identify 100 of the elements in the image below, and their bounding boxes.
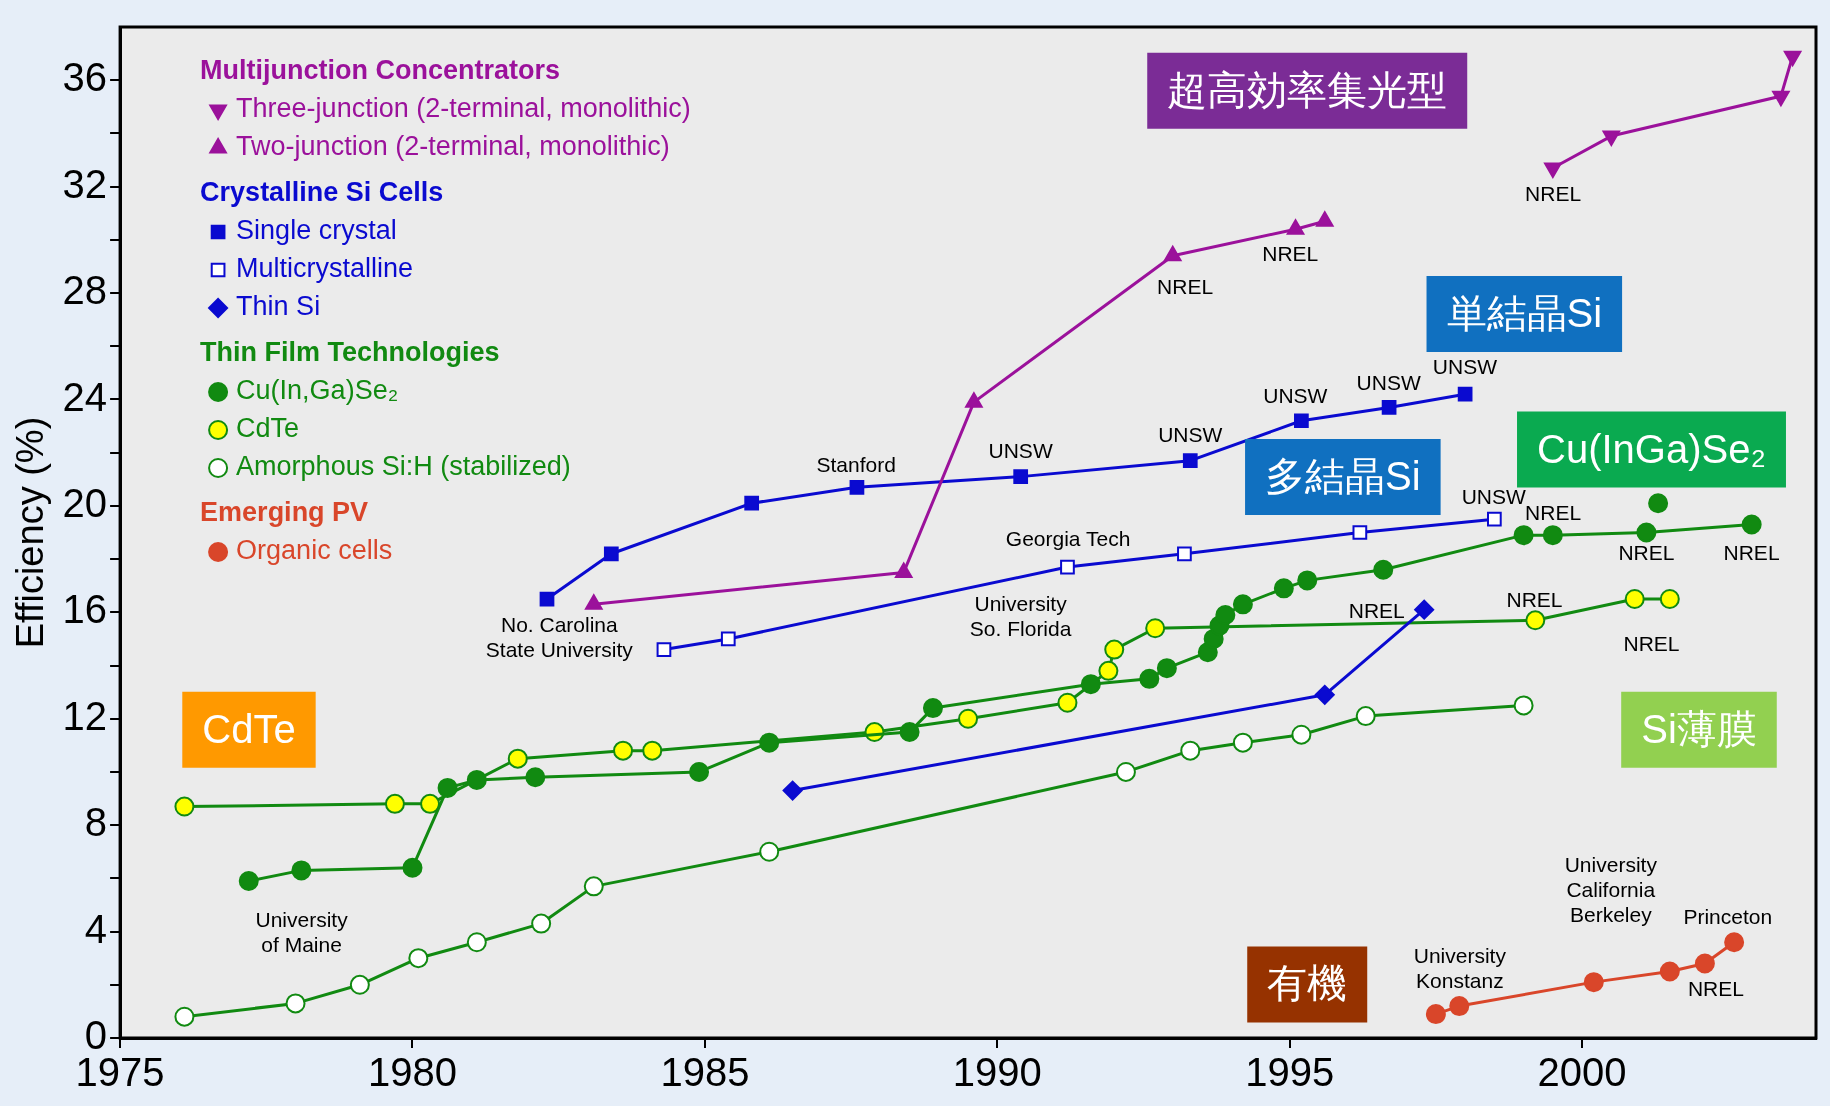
annotation: Emerging PV <box>200 497 369 528</box>
point <box>583 876 604 897</box>
point <box>1449 996 1470 1017</box>
y-tick-label: 24 <box>62 374 108 419</box>
annotation: 多結晶Si <box>1265 453 1421 498</box>
legend-label: CdTe <box>236 413 300 444</box>
point <box>1381 400 1397 415</box>
annotation: UNSW <box>1158 423 1223 447</box>
point <box>1232 594 1253 615</box>
point <box>420 793 441 814</box>
point <box>1425 1004 1446 1025</box>
point <box>1294 413 1309 429</box>
point <box>1525 610 1546 631</box>
point <box>1314 684 1335 705</box>
annotation: NREL <box>1157 274 1214 298</box>
point <box>1724 932 1745 953</box>
y-tick-label: 28 <box>62 268 108 313</box>
point <box>1013 469 1029 484</box>
annotation: UNSW <box>1356 370 1421 394</box>
y-tick-label: 16 <box>62 587 108 632</box>
point <box>238 871 259 892</box>
point <box>1513 525 1534 546</box>
annotation: NREL <box>1618 540 1675 564</box>
annotation: NREL <box>1525 501 1582 525</box>
annotation: NREL <box>1687 977 1744 1001</box>
point <box>1232 732 1253 753</box>
point <box>1104 639 1125 660</box>
point <box>1694 953 1715 974</box>
point <box>899 722 920 743</box>
legend-label: Cu(In,Ga)Se₂ <box>236 375 399 406</box>
x-tick-label: 1990 <box>952 1050 1042 1095</box>
annotation: Si薄膜 <box>1641 706 1757 751</box>
point <box>539 591 555 607</box>
x-tick-label: 1985 <box>660 1050 750 1095</box>
legend-label: Organic cells <box>236 535 393 566</box>
y-axis-title: Efficiency (%) <box>9 416 52 649</box>
point <box>1215 604 1236 625</box>
point <box>689 761 710 782</box>
point <box>174 796 195 817</box>
point <box>759 732 780 753</box>
point <box>1297 570 1318 591</box>
point <box>1182 453 1198 469</box>
point <box>525 767 546 788</box>
point <box>408 948 429 969</box>
point <box>1659 961 1680 982</box>
point <box>1177 546 1192 562</box>
y-tick-label: 36 <box>62 55 108 100</box>
point <box>1352 525 1368 540</box>
point <box>1145 618 1166 639</box>
annotation: UNSW <box>1461 484 1527 508</box>
point <box>720 631 736 647</box>
annotation: NREL <box>1262 242 1319 266</box>
point <box>1487 511 1502 527</box>
annotation: NREL <box>1723 540 1780 564</box>
annotation: CdTe <box>202 706 296 751</box>
point <box>437 777 458 798</box>
y-tick-label: 32 <box>62 161 108 206</box>
legend-label: Two-junction (2-terminal, monolithic) <box>236 131 670 162</box>
annotation: 単結晶Si <box>1446 291 1603 336</box>
annotation: Georgia Tech <box>1005 527 1131 551</box>
point <box>1355 706 1376 727</box>
annotation: University Konstanz <box>1413 943 1507 992</box>
annotation: NREL <box>1525 181 1582 205</box>
point <box>466 769 487 790</box>
point <box>1741 514 1762 535</box>
y-tick-label: 8 <box>84 800 108 845</box>
point <box>349 974 370 995</box>
point <box>1098 660 1119 681</box>
annotation: 有機 <box>1267 961 1348 1006</box>
legend-label: Multicrystalline <box>236 253 414 284</box>
annotation: Princeton <box>1683 905 1773 929</box>
point <box>1659 589 1680 610</box>
point <box>613 740 634 761</box>
point <box>384 793 405 814</box>
point <box>922 698 943 719</box>
point <box>1156 658 1177 679</box>
x-tick-label: 1995 <box>1245 1050 1335 1095</box>
point <box>285 993 306 1014</box>
point <box>1457 386 1473 402</box>
x-tick-label: 2000 <box>1537 1050 1627 1095</box>
point <box>1180 740 1201 761</box>
point <box>744 495 760 511</box>
legend-label: Thin Si <box>236 291 321 322</box>
point <box>1648 493 1669 514</box>
y-tick-label: 12 <box>62 693 108 738</box>
point <box>1291 724 1312 745</box>
point <box>656 642 672 657</box>
annotation: University So. Florida <box>969 591 1072 640</box>
legend-label: Single crystal <box>236 215 397 246</box>
point <box>642 740 663 761</box>
point <box>1060 559 1075 575</box>
annotation: UNSW <box>1432 354 1498 378</box>
annotation: NREL <box>1623 631 1680 655</box>
point <box>1373 559 1394 580</box>
point <box>1057 692 1078 713</box>
point <box>531 913 552 934</box>
annotation: Stanford <box>816 452 896 476</box>
annotation: Thin Film Technologies <box>200 337 500 368</box>
y-tick-label: 4 <box>84 906 108 951</box>
point <box>1542 525 1563 546</box>
